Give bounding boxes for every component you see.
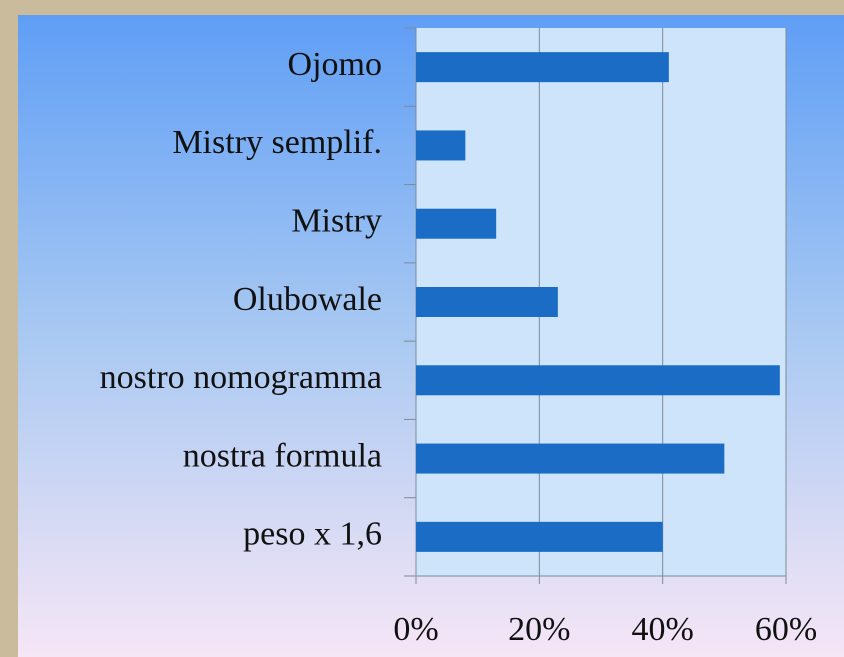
- bar: [416, 130, 466, 161]
- y-tick-label: nostra formula: [183, 437, 382, 474]
- y-tick-label: Olubowale: [233, 281, 382, 318]
- bar: [416, 208, 497, 239]
- x-tick-label: 0%: [393, 611, 438, 648]
- bar: [416, 521, 663, 552]
- bar: [416, 287, 558, 317]
- x-tick-label: 20%: [508, 611, 570, 648]
- y-tick-label: nostro nomogramma: [100, 359, 382, 396]
- bar: [416, 365, 780, 396]
- x-tick-label: 40%: [632, 611, 694, 648]
- y-tick-label: Ojomo: [288, 46, 382, 83]
- y-tick-label: Mistry: [291, 203, 382, 240]
- bar: [416, 52, 669, 83]
- y-tick-label: peso x 1,6: [243, 516, 382, 553]
- y-tick-label: Mistry semplif.: [172, 124, 382, 161]
- bar: [416, 443, 725, 474]
- x-tick-label: 60%: [755, 611, 817, 648]
